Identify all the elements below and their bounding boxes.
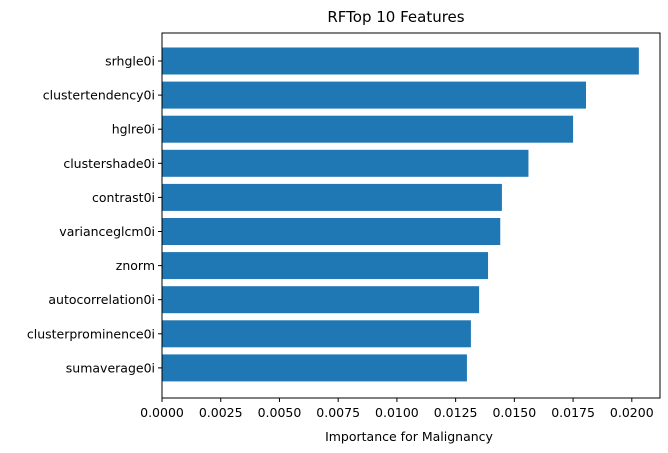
x-tick-label: 0.0100: [375, 405, 419, 420]
y-tick-label: clustertendency0i: [43, 88, 155, 103]
chart-title: RFTop 10 Features: [327, 8, 464, 26]
bar-contrast0i: [162, 183, 502, 211]
x-tick-label: 0.0150: [492, 405, 536, 420]
y-tick-label: varianceglcm0i: [59, 224, 155, 239]
bars-group: [162, 47, 639, 382]
y-tick-label: contrast0i: [92, 190, 155, 205]
x-tick-label: 0.0075: [316, 405, 360, 420]
bar-srhgle0i: [162, 47, 639, 75]
y-axis-ticks: srhgle0i clustertendency0i hglre0i clusters…: [27, 54, 162, 375]
y-tick-label: srhgle0i: [105, 54, 155, 69]
x-axis-label: Importance for Malignancy: [325, 429, 493, 444]
x-tick-label: 0.0000: [140, 405, 184, 420]
x-tick-label: 0.0125: [434, 405, 478, 420]
bar-znorm: [162, 252, 489, 280]
y-tick-label: autocorrelation0i: [48, 292, 155, 307]
bar-hglre0i: [162, 115, 574, 143]
bar-clustershade0i: [162, 149, 529, 177]
y-tick-label: znorm: [116, 258, 155, 273]
bar-sumaverage0i: [162, 354, 467, 382]
plot-frame: [161, 32, 661, 399]
y-tick-label: clusterprominence0i: [27, 326, 155, 341]
y-tick-label: hglre0i: [112, 122, 155, 137]
bar-autocorrelation0i: [162, 286, 480, 314]
x-tick-label: 0.0050: [258, 405, 302, 420]
bar-clustertendency0i: [162, 81, 587, 109]
x-tick-label: 0.0200: [610, 405, 654, 420]
x-tick-label: 0.0025: [199, 405, 243, 420]
y-tick-label: sumaverage0i: [66, 360, 155, 375]
x-axis-ticks: 0.0000 0.0025 0.0050 0.0075 0.0100 0.0125 0.01…: [140, 398, 654, 420]
y-tick-label: clustershade0i: [63, 156, 155, 171]
bar-clusterprominence0i: [162, 320, 471, 348]
x-tick-label: 0.0175: [551, 405, 595, 420]
bar-varianceglcm0i: [162, 218, 501, 245]
